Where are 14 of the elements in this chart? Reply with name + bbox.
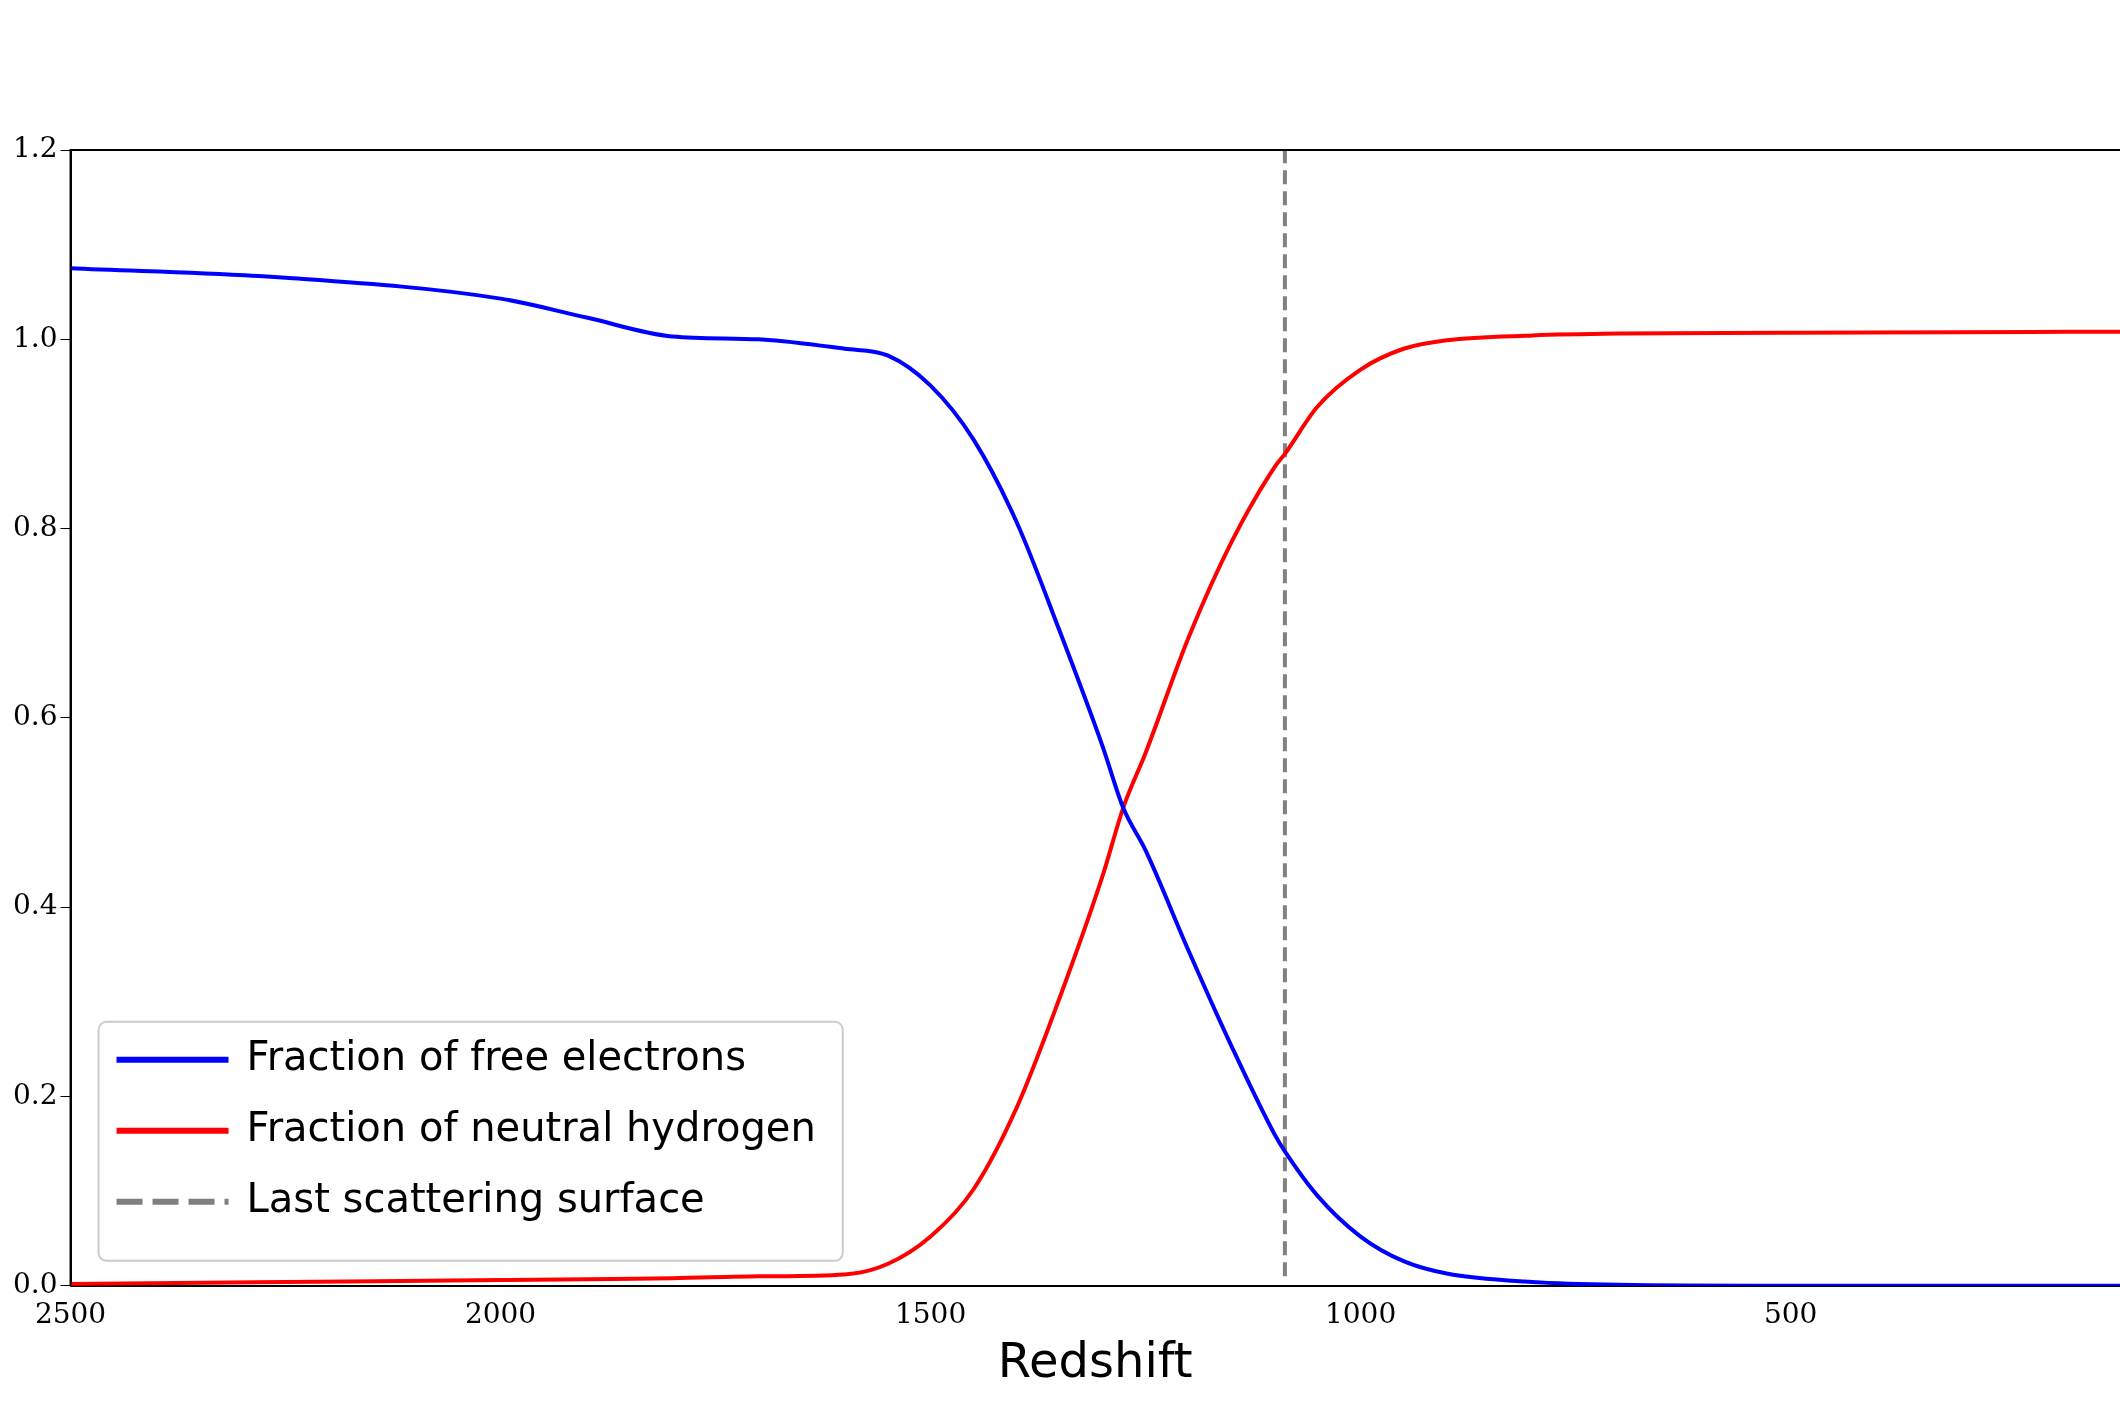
y-tick-label: 1.2 <box>13 131 58 165</box>
legend-label: Fraction of neutral hydrogen <box>246 1104 816 1151</box>
x-tick-label: 1000 <box>1324 1296 1397 1330</box>
legend-label: Fraction of free electrons <box>246 1033 747 1080</box>
y-tick-label: 0.8 <box>13 509 58 543</box>
y-tick-label: 0.6 <box>13 699 58 733</box>
x-tick-label: 2000 <box>464 1296 537 1330</box>
y-tick-label: 0.2 <box>13 1077 58 1111</box>
legend-label: Last scattering surface <box>246 1175 705 1222</box>
x-tick-label: 1500 <box>894 1296 967 1330</box>
y-tick-label: 0.4 <box>13 888 58 922</box>
y-tick-label: 1.0 <box>13 320 58 354</box>
x-tick-label: 500 <box>1763 1296 1818 1330</box>
x-axis-title: Redshift <box>997 1331 1193 1388</box>
